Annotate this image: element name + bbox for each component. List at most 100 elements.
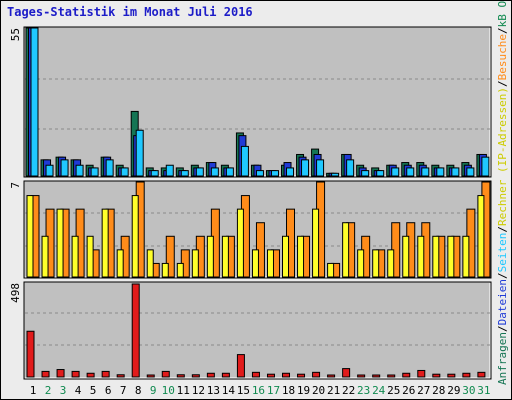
bar-kb-day-24 bbox=[372, 374, 381, 378]
bar-rechner-day-3 bbox=[56, 208, 64, 278]
bar-seiten-day-18 bbox=[286, 167, 295, 177]
bar-kb-day-2 bbox=[41, 370, 50, 378]
x-tick-label-day-2: 2 bbox=[45, 384, 52, 397]
x-tick-label-day-21: 21 bbox=[327, 384, 340, 397]
bar-rechner-day-8 bbox=[131, 195, 139, 278]
x-tick-label-day-19: 19 bbox=[297, 384, 310, 397]
bar-kb-day-18 bbox=[282, 372, 291, 378]
bar-seiten-day-7 bbox=[120, 167, 129, 177]
bar-rechner-day-30 bbox=[462, 235, 470, 278]
bar-kb-day-19 bbox=[297, 373, 306, 378]
bar-kb-day-26 bbox=[402, 372, 411, 378]
x-tick-label-day-29: 29 bbox=[447, 384, 460, 397]
x-tick-label-day-23: 23 bbox=[357, 384, 370, 397]
bar-seiten-day-15 bbox=[240, 145, 249, 177]
bar-kb-day-17 bbox=[266, 373, 275, 378]
legend-item: Besuche bbox=[496, 34, 509, 80]
bar-rechner-day-10 bbox=[161, 262, 169, 278]
bar-rechner-day-13 bbox=[206, 235, 214, 278]
bar-seiten-day-16 bbox=[255, 170, 264, 177]
bar-kb-day-28 bbox=[432, 373, 441, 378]
chart-title: Tages-Statistik im Monat Juli 2016 bbox=[7, 5, 253, 19]
bar-rechner-day-7 bbox=[116, 249, 124, 278]
legend-item: Anfragen bbox=[496, 332, 509, 385]
legend-item: / bbox=[496, 27, 509, 34]
bar-besuche-day-10 bbox=[165, 235, 175, 278]
bar-kb-day-15 bbox=[236, 354, 245, 378]
bar-kb-day-27 bbox=[417, 369, 426, 378]
bar-rechner-day-21 bbox=[327, 262, 335, 278]
bar-seiten-day-5 bbox=[90, 167, 99, 177]
bar-rechner-day-25 bbox=[387, 249, 395, 278]
y-max-label-requests: 55 bbox=[9, 28, 22, 41]
bar-seiten-day-21 bbox=[331, 172, 340, 177]
bar-rechner-day-9 bbox=[146, 249, 154, 278]
bar-seiten-day-8 bbox=[135, 129, 144, 177]
bar-seiten-day-24 bbox=[376, 170, 385, 177]
x-tick-label-day-24: 24 bbox=[372, 384, 386, 397]
bar-seiten-day-12 bbox=[195, 167, 204, 177]
bar-kb-day-3 bbox=[56, 369, 65, 378]
x-tick-label-day-6: 6 bbox=[105, 384, 112, 397]
bar-seiten-day-28 bbox=[436, 167, 445, 177]
bar-seiten-day-29 bbox=[451, 167, 460, 177]
x-tick-label-day-9: 9 bbox=[150, 384, 157, 397]
bar-rechner-day-15 bbox=[236, 208, 244, 278]
bar-kb-day-14 bbox=[221, 372, 230, 378]
bar-seiten-day-31 bbox=[481, 156, 490, 177]
bar-seiten-day-22 bbox=[346, 159, 355, 177]
legend-item: / bbox=[496, 272, 509, 279]
legend-item: Seiten bbox=[496, 233, 509, 273]
bar-rechner-day-5 bbox=[86, 235, 94, 278]
legend: Anfragen/Dateien/Seiten/Rechner (IP-Adre… bbox=[496, 1, 509, 385]
legend-item: Rechner (IP-Adressen) bbox=[496, 87, 509, 226]
x-tick-label-day-11: 11 bbox=[177, 384, 190, 397]
bar-seiten-day-25 bbox=[391, 167, 400, 177]
bar-seiten-day-23 bbox=[361, 170, 370, 177]
bar-kb-day-10 bbox=[161, 370, 170, 378]
legend-item: / bbox=[496, 80, 509, 87]
bar-kb-day-25 bbox=[387, 374, 396, 378]
x-tick-label-day-14: 14 bbox=[222, 384, 236, 397]
bar-seiten-day-13 bbox=[210, 167, 219, 177]
bar-kb-day-20 bbox=[312, 371, 321, 378]
bar-seiten-day-30 bbox=[466, 167, 475, 177]
bar-rechner-day-28 bbox=[432, 235, 440, 278]
legend-item: / bbox=[496, 226, 509, 233]
bar-kb-day-7 bbox=[116, 374, 125, 378]
x-tick-label-day-7: 7 bbox=[120, 384, 127, 397]
x-tick-label-day-4: 4 bbox=[75, 384, 82, 397]
x-tick-label-day-20: 20 bbox=[312, 384, 325, 397]
x-tick-label-day-13: 13 bbox=[207, 384, 220, 397]
x-tick-label-day-31: 31 bbox=[477, 384, 490, 397]
bar-seiten-day-20 bbox=[316, 159, 325, 177]
bar-seiten-day-3 bbox=[60, 159, 69, 177]
x-tick-label-day-16: 16 bbox=[252, 384, 265, 397]
bar-rechner-day-26 bbox=[402, 235, 410, 278]
bar-rechner-day-31 bbox=[477, 195, 485, 278]
bar-rechner-day-2 bbox=[41, 235, 49, 278]
bar-rechner-day-6 bbox=[101, 208, 109, 278]
bar-rechner-day-12 bbox=[191, 249, 199, 278]
bar-seiten-day-19 bbox=[301, 159, 310, 177]
bar-rechner-day-17 bbox=[266, 249, 274, 278]
bar-rechner-day-20 bbox=[312, 208, 320, 278]
bar-rechner-day-11 bbox=[176, 262, 184, 278]
legend-item: / bbox=[496, 325, 509, 332]
bar-seiten-day-11 bbox=[180, 170, 189, 177]
x-tick-label-day-26: 26 bbox=[402, 384, 415, 397]
bar-kb-day-4 bbox=[71, 370, 80, 378]
y-max-label-kbytes: 498 bbox=[9, 283, 22, 303]
legend-item: kB Out bbox=[496, 1, 509, 27]
x-tick-label-day-5: 5 bbox=[90, 384, 97, 397]
bar-kb-day-5 bbox=[86, 372, 95, 378]
bar-rechner-day-19 bbox=[297, 235, 305, 278]
bar-rechner-day-18 bbox=[282, 235, 290, 278]
bar-rechner-day-22 bbox=[342, 222, 350, 278]
bar-seiten-day-27 bbox=[421, 167, 430, 177]
x-tick-label-day-15: 15 bbox=[237, 384, 250, 397]
bar-seiten-day-10 bbox=[165, 164, 174, 177]
bar-seiten-day-17 bbox=[270, 170, 279, 177]
